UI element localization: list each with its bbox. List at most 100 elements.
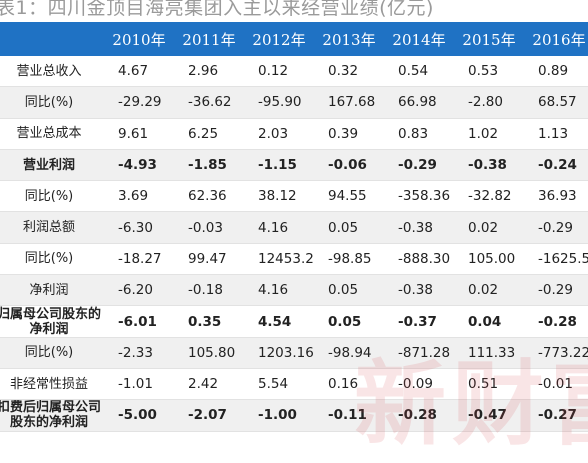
table-cell: -0.29 xyxy=(384,149,454,182)
table-row: 营业利润 -4.93 -1.85 -1.15 -0.06 -0.29 -0.38 -0.24 xyxy=(0,149,588,182)
row-label: 营业利润 xyxy=(0,149,104,182)
table-cell: 6.25 xyxy=(174,118,244,150)
header-cell-year: 2011年 xyxy=(174,22,244,56)
table-cell: 0.32 xyxy=(314,56,384,88)
table-row: 营业总收入 4.67 2.96 0.12 0.32 0.54 0.53 0.89 xyxy=(0,56,588,88)
row-label: 同比(%) xyxy=(0,337,104,369)
table-cell: -98.85 xyxy=(314,243,384,276)
table-cell: 0.02 xyxy=(454,274,524,307)
row-label: 非经常性损益 xyxy=(0,368,104,401)
table-cell: -98.94 xyxy=(314,337,384,369)
table-cell: 1203.16 xyxy=(244,337,314,369)
table-cell: -0.11 xyxy=(314,399,384,432)
table-cell: -18.27 xyxy=(104,243,174,276)
header-cell-year: 2016年 xyxy=(524,22,588,56)
table-cell: 0.02 xyxy=(454,211,524,244)
table-cell: -0.38 xyxy=(454,149,524,182)
table-cell: 1.13 xyxy=(524,118,588,150)
table-cell: -0.24 xyxy=(524,149,588,182)
table-cell: 4.54 xyxy=(244,305,314,338)
table-cell: 94.55 xyxy=(314,180,384,213)
table-cell: 167.68 xyxy=(314,86,384,119)
table-cell: -0.28 xyxy=(524,305,588,338)
table-cell: -2.33 xyxy=(104,337,174,369)
table-cell: 2.96 xyxy=(174,56,244,88)
table-cell: -0.38 xyxy=(384,274,454,307)
table-cell: 9.61 xyxy=(104,118,174,150)
table-row: 同比(%) -29.29 -36.62 -95.90 167.68 66.98 -2.80 6… xyxy=(0,86,588,119)
table-row: 扣费后归属母公司股东的净利润 -5.00 -2.07 -1.00 -0.11 -0.28-… xyxy=(0,399,588,432)
table-cell: -773.22 xyxy=(524,337,588,369)
performance-table: 2010年 2011年 2012年 2013年 2014年 2015年 2016… xyxy=(0,22,588,432)
table-cell: -1.01 xyxy=(104,368,174,401)
table-cell: -0.01 xyxy=(524,368,588,401)
table-cell: 1.02 xyxy=(454,118,524,150)
table-row: 非经常性损益 -1.01 2.42 5.54 0.16 -0.09 0.51 -0.01 xyxy=(0,368,588,401)
table-cell: -1.15 xyxy=(244,149,314,182)
table-cell: -0.37 xyxy=(384,305,454,338)
table-cell: -1.85 xyxy=(174,149,244,182)
header-cell-corner xyxy=(0,22,104,56)
table-cell: -32.82 xyxy=(454,180,524,213)
table-cell: 12453.21 xyxy=(244,243,314,276)
table-cell: 0.35 xyxy=(174,305,244,338)
table-cell: -0.47 xyxy=(454,399,524,432)
table-cell: 2.03 xyxy=(244,118,314,150)
table-row: 同比(%) -2.33 105.80 1203.16 -98.94 -871.28 111.… xyxy=(0,337,588,369)
table-row: 同比(%) 3.69 62.36 38.12 94.55 -358.36 -32.82 36.… xyxy=(0,180,588,213)
table-cell: -1.00 xyxy=(244,399,314,432)
table-cell: -888.30 xyxy=(384,243,454,276)
header-cell-year: 2010年 xyxy=(104,22,174,56)
table-cell: -0.29 xyxy=(524,211,588,244)
table-cell: 0.16 xyxy=(314,368,384,401)
table-cell: -2.07 xyxy=(174,399,244,432)
table-cell: 0.39 xyxy=(314,118,384,150)
table-cell: -5.00 xyxy=(104,399,174,432)
table-cell: -29.29 xyxy=(104,86,174,119)
table-row: 同比(%)-18.2799.4712453.21-98.85-888.30105… xyxy=(0,243,588,276)
table-cell: -95.90 xyxy=(244,86,314,119)
table-cell: -0.27 xyxy=(524,399,588,432)
table-cell: 38.12 xyxy=(244,180,314,213)
table-cell: 5.54 xyxy=(244,368,314,401)
table-cell: -871.28 xyxy=(384,337,454,369)
table-cell: 0.54 xyxy=(384,56,454,88)
table-cell: 0.05 xyxy=(314,211,384,244)
table-cell: 0.53 xyxy=(454,56,524,88)
table-cell: -1625.57 xyxy=(524,243,588,276)
table-cell: 0.89 xyxy=(524,56,588,88)
table-cell: -0.06 xyxy=(314,149,384,182)
table-cell: 36.93 xyxy=(524,180,588,213)
table-cell: -6.20 xyxy=(104,274,174,307)
row-label: 同比(%) xyxy=(0,243,104,276)
table-cell: 0.05 xyxy=(314,305,384,338)
table-cell: 2.42 xyxy=(174,368,244,401)
table-cell: -6.01 xyxy=(104,305,174,338)
header-cell-year: 2015年 xyxy=(454,22,524,56)
table-cell: 66.98 xyxy=(384,86,454,119)
header-cell-year: 2013年 xyxy=(314,22,384,56)
row-label: 扣费后归属母公司股东的净利润 xyxy=(0,399,104,432)
table-cell: 68.57 xyxy=(524,86,588,119)
table-cell: -4.93 xyxy=(104,149,174,182)
table-cell: 0.12 xyxy=(244,56,314,88)
table-row: 营业总成本 9.61 6.25 2.03 0.39 0.83 1.02 1.13 xyxy=(0,118,588,150)
table-cell: -358.36 xyxy=(384,180,454,213)
table-cell: 111.33 xyxy=(454,337,524,369)
table-cell: -0.28 xyxy=(384,399,454,432)
table-cell: 105.00 xyxy=(454,243,524,276)
table-cell: -0.29 xyxy=(524,274,588,307)
table-cell: 0.05 xyxy=(314,274,384,307)
row-label: 营业总收入 xyxy=(0,56,104,88)
row-label: 同比(%) xyxy=(0,180,104,213)
table-cell: 4.16 xyxy=(244,211,314,244)
table-cell: -0.09 xyxy=(384,368,454,401)
table-cell: -2.80 xyxy=(454,86,524,119)
row-label: 归属母公司股东的净利润 xyxy=(0,305,104,338)
table-cell: 99.47 xyxy=(174,243,244,276)
table-cell: 62.36 xyxy=(174,180,244,213)
table-cell: -6.30 xyxy=(104,211,174,244)
table-cell: 0.04 xyxy=(454,305,524,338)
header-cell-year: 2012年 xyxy=(244,22,314,56)
table-cell: 0.83 xyxy=(384,118,454,150)
